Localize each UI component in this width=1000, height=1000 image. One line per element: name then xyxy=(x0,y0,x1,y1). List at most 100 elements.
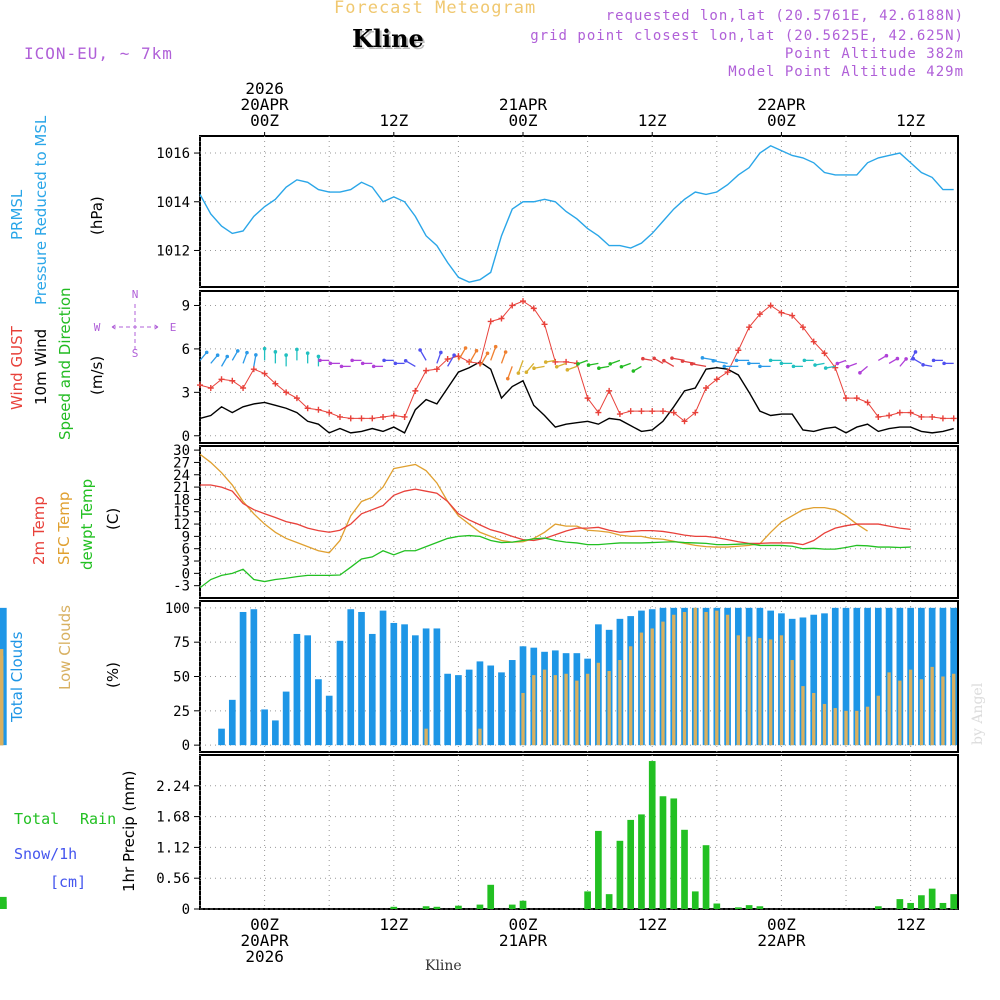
clouds-ytick-label: 100 xyxy=(165,601,190,617)
rain-bar xyxy=(584,891,591,909)
total-clouds-bar xyxy=(401,624,408,746)
wind-gust-marker xyxy=(713,376,720,383)
wind-direction-arrow xyxy=(691,363,707,368)
wind-gust-marker xyxy=(326,409,333,416)
wind-gust-marker xyxy=(412,387,419,394)
pressure-panel-frame xyxy=(199,135,959,288)
low-clouds-bar xyxy=(532,675,536,746)
low-clouds-bar xyxy=(661,621,665,746)
wind-gust-marker xyxy=(240,384,247,391)
wind-gust-marker xyxy=(250,366,257,373)
wind-direction-arrowhead xyxy=(823,366,828,370)
wind-direction-arrowhead xyxy=(485,351,490,356)
low-clouds-bar xyxy=(919,679,924,746)
dewpt-temp-line xyxy=(199,534,911,589)
wind-direction-arrowhead xyxy=(813,363,817,367)
wind-direction-arrowhead xyxy=(235,349,240,353)
wind-ytick-label: 3 xyxy=(182,385,190,401)
top-time-label: 12Z xyxy=(379,111,408,130)
wind-direction-arrowhead xyxy=(503,350,508,354)
low-clouds-bar xyxy=(693,607,697,746)
top-time-label: 12Z xyxy=(638,111,667,130)
wind-gust-marker xyxy=(799,324,806,331)
bottom-time-label: 21APR xyxy=(499,931,548,950)
wind-gust-marker xyxy=(444,356,451,363)
precip-ytick-label: 1.68 xyxy=(156,810,190,826)
temp-ytick-label: 6 xyxy=(182,542,190,558)
wind-direction-arrowhead xyxy=(802,358,807,363)
low-clouds-bar xyxy=(779,635,784,746)
bottom-time-label: 00Z xyxy=(509,915,538,934)
top-time-label: 00Z xyxy=(767,111,796,130)
total-clouds-bar xyxy=(261,709,268,746)
sfc-temp-line xyxy=(199,453,868,554)
wind-gust-marker xyxy=(390,412,397,419)
top-time-label: 12Z xyxy=(896,111,925,130)
wind-gust-marker xyxy=(520,298,527,305)
wind-gust-marker xyxy=(380,413,387,420)
wind-direction-arrow xyxy=(663,360,675,367)
low-clouds-bar xyxy=(575,680,579,746)
wind-gust-marker xyxy=(315,406,322,413)
wind-direction-arrowhead xyxy=(452,353,456,357)
low-clouds-bar xyxy=(768,639,773,746)
precip-unit-label: 1hr Precip (mm) xyxy=(120,770,138,892)
wind-direction-arrow xyxy=(507,366,513,379)
rain-bar xyxy=(756,906,764,909)
wind-direction-arrowhead xyxy=(921,362,925,367)
total-clouds-bar xyxy=(444,673,451,746)
rain-bar xyxy=(713,903,721,909)
bottom-time-label: 12Z xyxy=(896,915,925,934)
bottom-time-label: 20APR xyxy=(241,931,290,950)
temp-2m-label: 2m Temp xyxy=(30,496,48,565)
wind-direction-arrow xyxy=(525,362,535,373)
total-clouds-bar xyxy=(250,609,258,746)
wind-direction-arrowhead xyxy=(245,350,249,355)
wind-direction-arrowhead xyxy=(339,364,344,369)
wind-direction-arrow xyxy=(490,346,497,361)
wind-gust-marker xyxy=(293,395,300,402)
wind-direction-arrowhead xyxy=(576,362,580,366)
wind-unit: (m/s) xyxy=(88,355,106,395)
wind-gust-marker xyxy=(875,413,882,420)
wind-gust-marker xyxy=(304,405,311,412)
wind-direction-arrowhead xyxy=(215,353,220,357)
precip-ytick-label: 1.12 xyxy=(156,840,190,856)
wind-ytick-label: 6 xyxy=(182,342,190,358)
wind-gust-marker xyxy=(864,399,871,406)
top-time-label: 2026 xyxy=(245,79,284,98)
wind-panel-frame xyxy=(199,290,959,444)
low-clouds-bar xyxy=(0,649,4,746)
rain-bar xyxy=(918,895,925,909)
rain-bar xyxy=(950,894,958,909)
model-altitude: Model Point Altitude 429m xyxy=(728,64,964,80)
wind-gust-marker xyxy=(369,415,376,422)
wind-direction-arrowhead xyxy=(884,353,889,358)
wind-gust-marker xyxy=(336,413,343,420)
precip-rain-label: Rain xyxy=(80,810,117,828)
wind-gust-marker xyxy=(692,409,699,416)
top-time-label: 22APR xyxy=(757,95,806,114)
temp-ytick-label: 15 xyxy=(173,505,190,521)
wind-direction-arrowhead xyxy=(758,364,762,369)
bottom-time-label: 2026 xyxy=(245,947,284,966)
total-clouds-bar xyxy=(853,607,861,746)
wind-direction-arrowhead xyxy=(711,359,716,363)
rain-bar xyxy=(595,830,602,909)
wind-direction-arrow xyxy=(713,360,728,365)
total-clouds-bar xyxy=(508,660,516,746)
low-clouds-bar xyxy=(812,692,816,746)
wind-direction-arrowhead xyxy=(204,350,209,355)
rain-bar xyxy=(616,840,624,909)
wind-direction-arrowhead xyxy=(493,344,498,349)
total-clouds-bar xyxy=(315,679,322,746)
wind-direction-arrow xyxy=(253,354,257,367)
low-clouds-bar xyxy=(585,673,590,746)
wind-gust-marker xyxy=(896,409,903,416)
low-clouds-bar xyxy=(682,611,687,746)
wind-gust-marker xyxy=(207,384,214,391)
compass-cross xyxy=(111,304,159,350)
rain-bar xyxy=(508,904,516,909)
rain-bar xyxy=(433,906,441,909)
wind-gust-marker xyxy=(918,413,925,420)
